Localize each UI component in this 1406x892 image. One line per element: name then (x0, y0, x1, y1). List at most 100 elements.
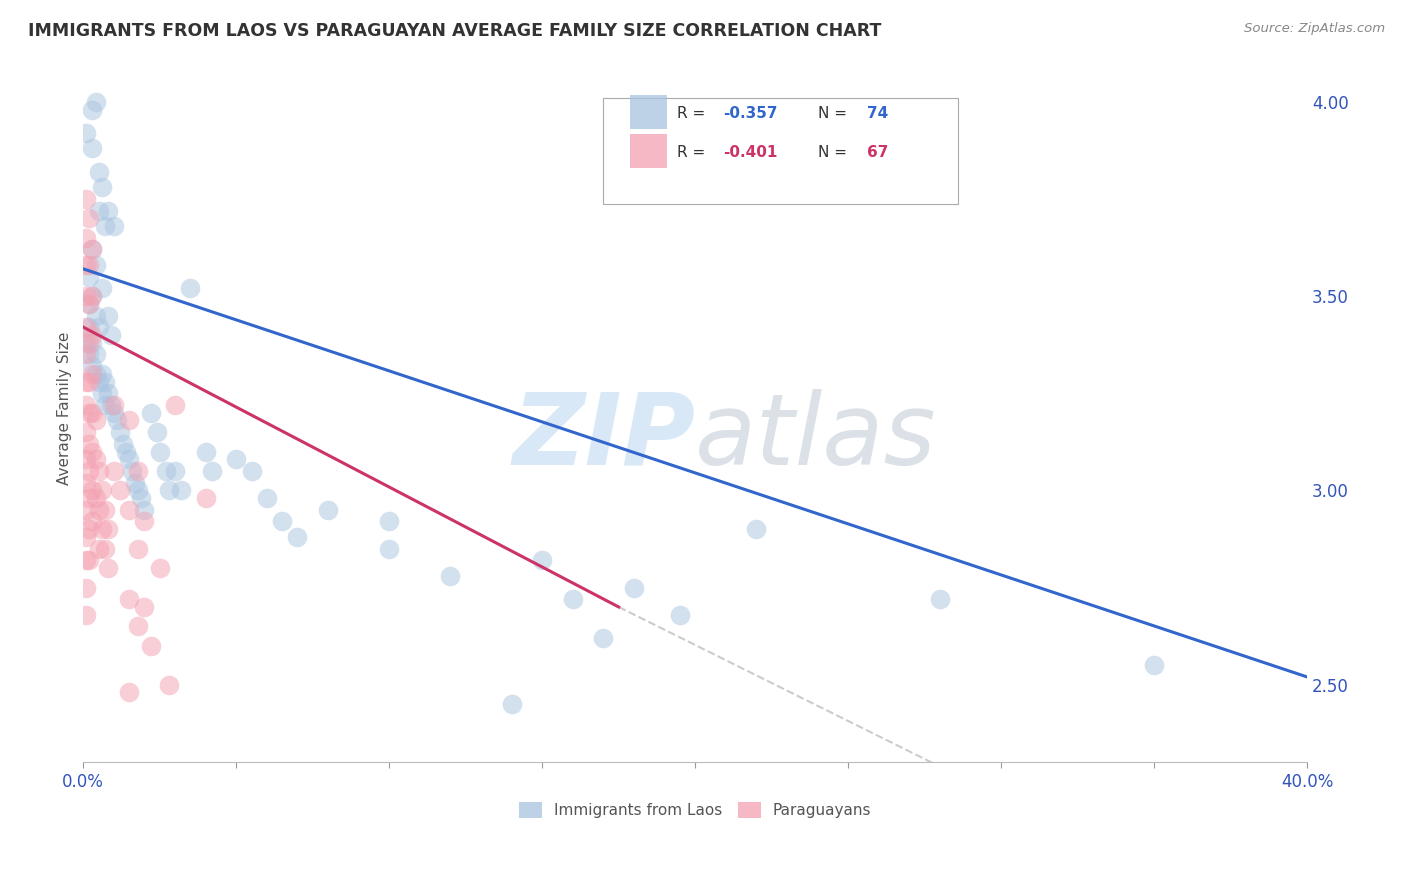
Point (134, 814, 156, 828)
Point (84, 491, 107, 505)
Point (82, 103, 104, 117)
FancyBboxPatch shape (630, 95, 666, 129)
Point (75, 398, 97, 412)
Point (79, 522, 101, 536)
Point (87, 541, 110, 556)
Point (194, 444, 217, 458)
Text: R =: R = (676, 145, 710, 160)
Point (75, 425, 97, 439)
Point (271, 515, 294, 529)
Point (118, 452, 141, 467)
Point (929, 592, 952, 607)
Point (82, 359, 104, 373)
Text: -0.401: -0.401 (723, 145, 778, 160)
Point (82, 243, 104, 257)
Point (134, 599, 156, 614)
Point (79, 320, 101, 334)
Point (82, 367, 104, 381)
Text: 67: 67 (866, 145, 889, 160)
Point (134, 503, 156, 517)
Point (75, 258, 97, 272)
Point (149, 444, 172, 458)
Text: Source: ZipAtlas.com: Source: ZipAtlas.com (1244, 22, 1385, 36)
Point (93, 398, 115, 412)
Point (75, 581, 97, 595)
Point (93, 375, 115, 389)
Point (131, 491, 153, 505)
Point (112, 436, 135, 450)
Point (79, 406, 101, 420)
Point (287, 530, 309, 544)
Point (84, 309, 107, 323)
Point (103, 406, 125, 420)
Point (79, 335, 101, 350)
Point (90, 180, 112, 194)
Point (240, 464, 263, 478)
Point (75, 503, 97, 517)
Point (84, 452, 107, 467)
Point (108, 483, 131, 498)
Point (79, 297, 101, 311)
Point (75, 320, 97, 334)
Point (84, 258, 107, 272)
Point (93, 541, 115, 556)
Text: IMMIGRANTS FROM LAOS VS PARAGUAYAN AVERAGE FAMILY SIZE CORRELATION CHART: IMMIGRANTS FROM LAOS VS PARAGUAYAN AVERA… (28, 22, 882, 40)
Point (501, 697, 523, 711)
Point (75, 347, 97, 361)
Point (165, 398, 187, 412)
Point (84, 347, 107, 361)
FancyBboxPatch shape (603, 97, 959, 203)
Point (145, 425, 167, 439)
Point (201, 464, 224, 478)
Point (127, 541, 149, 556)
Point (82, 328, 104, 343)
Text: ZIP: ZIP (512, 389, 695, 485)
Point (79, 269, 101, 284)
Point (82, 141, 104, 155)
Point (79, 211, 101, 226)
Point (623, 581, 645, 595)
Point (82, 406, 104, 420)
Point (97, 522, 120, 536)
Point (82, 444, 104, 458)
Text: atlas: atlas (695, 389, 936, 485)
Point (84, 367, 107, 381)
Point (127, 619, 149, 633)
Point (157, 483, 180, 498)
Point (82, 289, 104, 303)
Legend: Immigrants from Laos, Paraguayans: Immigrants from Laos, Paraguayans (512, 794, 879, 825)
Point (378, 515, 401, 529)
Point (157, 678, 180, 692)
Point (118, 592, 141, 607)
Point (592, 631, 614, 645)
Point (134, 515, 156, 529)
Point (100, 328, 122, 343)
Point (90, 367, 112, 381)
Point (93, 219, 115, 234)
Point (75, 289, 97, 303)
Point (149, 561, 172, 575)
Point (79, 258, 101, 272)
Point (194, 491, 217, 505)
Point (155, 464, 177, 478)
Point (75, 530, 97, 544)
Point (531, 553, 554, 567)
Point (87, 203, 110, 218)
Point (256, 491, 278, 505)
Point (97, 203, 120, 218)
Point (75, 192, 97, 206)
Point (75, 452, 97, 467)
Point (127, 464, 149, 478)
Point (561, 592, 583, 607)
Text: 74: 74 (866, 105, 887, 120)
Point (75, 607, 97, 622)
Point (75, 335, 97, 350)
Point (745, 522, 768, 536)
Point (90, 522, 112, 536)
Point (75, 126, 97, 140)
Point (121, 464, 143, 478)
Point (165, 464, 187, 478)
Point (93, 503, 115, 517)
Point (225, 452, 247, 467)
Point (124, 475, 146, 490)
